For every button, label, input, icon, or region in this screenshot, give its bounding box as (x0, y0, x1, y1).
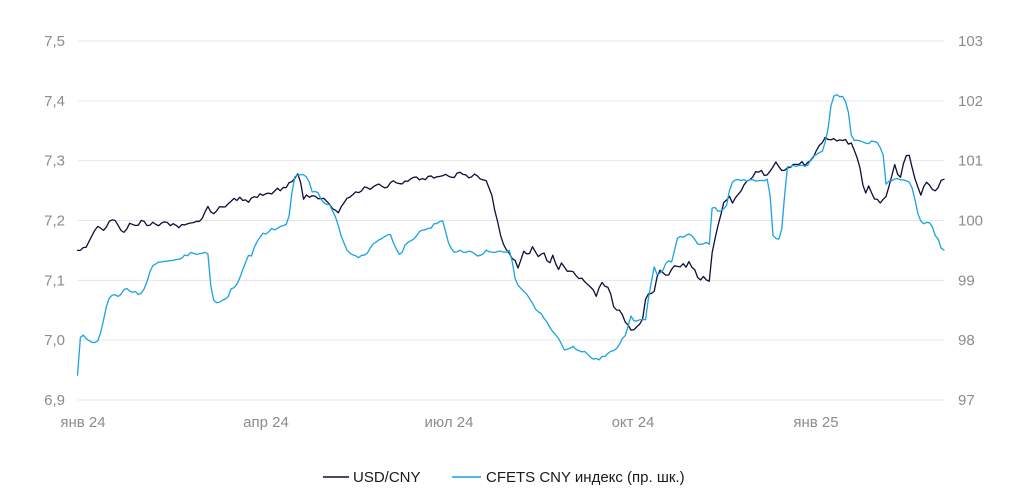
svg-text:101: 101 (958, 153, 983, 170)
svg-text:7,5: 7,5 (44, 33, 65, 50)
svg-text:янв 25: янв 25 (793, 414, 838, 431)
svg-text:окт 24: окт 24 (612, 414, 655, 431)
svg-text:USD/CNY: USD/CNY (353, 469, 421, 486)
svg-text:7,0: 7,0 (44, 332, 65, 349)
svg-text:99: 99 (958, 272, 975, 289)
svg-text:7,1: 7,1 (44, 272, 65, 289)
svg-text:102: 102 (958, 93, 983, 110)
svg-text:7,3: 7,3 (44, 153, 65, 170)
svg-text:100: 100 (958, 213, 983, 230)
svg-text:июл 24: июл 24 (425, 414, 474, 431)
svg-text:CFETS CNY индекс (пр. шк.): CFETS CNY индекс (пр. шк.) (486, 469, 685, 486)
svg-text:6,9: 6,9 (44, 392, 65, 409)
svg-text:7,4: 7,4 (44, 93, 65, 110)
svg-text:103: 103 (958, 33, 983, 50)
svg-text:апр 24: апр 24 (243, 414, 289, 431)
svg-text:янв 24: янв 24 (60, 414, 105, 431)
svg-text:98: 98 (958, 332, 975, 349)
svg-text:7,2: 7,2 (44, 213, 65, 230)
svg-text:97: 97 (958, 392, 975, 409)
